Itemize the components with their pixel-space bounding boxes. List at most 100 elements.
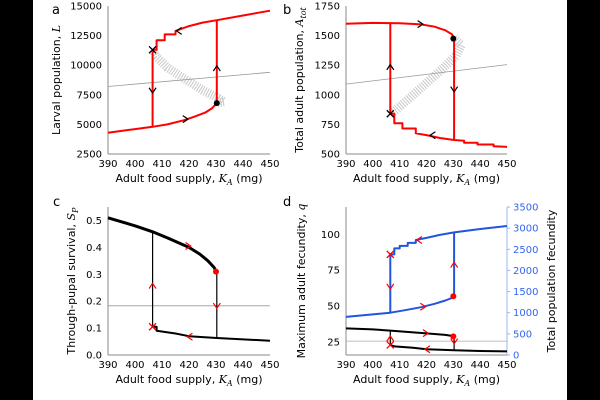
x-tick-label: 420	[417, 159, 436, 170]
x-axis-title-var: K	[455, 172, 465, 185]
y-tick-label: 50	[327, 302, 340, 313]
series-upper-branch	[345, 21, 455, 40]
y-tick-label: 1750	[315, 2, 340, 13]
cross-marker	[386, 250, 395, 259]
y2-axis-title: Total population fecundity	[545, 209, 558, 353]
x-axis-title-sub: A	[463, 178, 470, 187]
x-tick-label: 390	[98, 159, 117, 170]
series-upper-branch	[107, 216, 219, 274]
series-lower-branch	[152, 325, 271, 342]
direction-arrow-up	[386, 334, 395, 342]
x-axis-title: Adult food supply, KA (mg)	[116, 373, 263, 388]
direction-arrow-right	[182, 115, 190, 124]
x-axis-title-sub: A	[226, 379, 233, 388]
x-axis-title-text: Adult food supply,	[353, 172, 456, 185]
x-tick-label: 400	[125, 360, 144, 371]
x-axis-title-text: Adult food supply,	[116, 172, 219, 185]
direction-arrow-left	[175, 26, 183, 35]
y-tick-label: 1250	[315, 61, 340, 72]
y2-tick-label: 1500	[513, 287, 538, 298]
x-tick-label: 410	[152, 159, 171, 170]
y2-tick-label: 3500	[513, 203, 538, 214]
direction-arrow-down	[450, 86, 459, 93]
y-axis-title-var: A	[293, 18, 306, 27]
series-q-lower	[389, 343, 508, 353]
direction-arrow-left	[429, 131, 436, 140]
x-tick-label: 410	[390, 159, 409, 170]
x-axis-title-unit: (mg)	[233, 373, 263, 386]
x-tick-label: 420	[417, 360, 436, 371]
x-tick-label: 420	[179, 159, 198, 170]
x-tick-label: 390	[336, 360, 355, 371]
direction-arrow-right	[185, 242, 192, 251]
x-tick-label: 450	[260, 159, 279, 170]
panel-a: 390 400 410 420 430 440 450 2500 5000 7500 10000 12…	[50, 2, 280, 188]
y-tick-label: 0.0	[86, 351, 102, 362]
y-axis-title: Maximum adult fecundity, q	[295, 204, 308, 359]
series-reference	[107, 71, 271, 87]
series-upper-branch	[152, 9, 271, 51]
x-tick-label: 420	[179, 360, 198, 371]
direction-arrow-right	[422, 329, 430, 338]
y-axis-title-sub: tot	[299, 6, 308, 18]
y-axis-title-text: Total adult population,	[293, 26, 306, 153]
panel-letter-d: d	[283, 195, 291, 210]
x-axis-title: Adult food supply, KA (mg)	[116, 172, 263, 187]
y-tick-label: 750	[321, 120, 340, 131]
y2-tick-label: 2500	[513, 245, 538, 256]
series-unstable	[387, 35, 466, 118]
panel-c: 390 400 410 420 430 440 450 0.0 0.1 0.2 0.3 0.4 0.5 A…	[65, 207, 280, 388]
y2-tick-label: 2000	[513, 266, 538, 277]
y-axis-title-text: Through-pupal survival,	[65, 221, 78, 356]
x-tick-label: 430	[206, 159, 225, 170]
x-tick-label: 400	[363, 159, 382, 170]
direction-arrow-down	[450, 338, 459, 345]
direction-arrow-down	[148, 87, 157, 95]
x-axis-title: Adult food supply, KA (mg)	[353, 373, 500, 388]
x-tick-label: 390	[98, 360, 117, 371]
y-axis-title-text: Maximum adult fecundity,	[295, 211, 308, 359]
x-axis-title-var: K	[218, 373, 228, 386]
y-axis-title: Larval population, L	[50, 25, 63, 135]
series-q-upper	[345, 327, 455, 338]
direction-arrow-up	[386, 63, 395, 71]
y-axis-title: Total adult population, Atot	[293, 6, 308, 153]
y-tick-label: 10000	[70, 61, 102, 72]
x-axis-title-unit: (mg)	[470, 172, 500, 185]
x-axis-title: Adult food supply, KA (mg)	[353, 172, 500, 187]
direction-arrow-left	[186, 332, 193, 341]
x-tick-label: 450	[497, 159, 516, 170]
x-tick-label: 430	[206, 360, 225, 371]
cross-marker	[148, 322, 157, 331]
y2-tick-label: 1000	[513, 308, 538, 319]
y-tick-label: 25	[327, 338, 340, 349]
bifurcation-point-marker	[450, 35, 457, 42]
panel-d: 390 400 410 420 430 440 4502550751000500100015…	[295, 203, 558, 389]
panel-b: 390 400 410 420 430 440 450 500 750 1000 1250 1500 1…	[293, 2, 517, 188]
y-tick-label: 1000	[315, 90, 340, 101]
bifurcation-point-marker	[450, 293, 457, 300]
x-tick-label: 400	[125, 159, 144, 170]
series-lower-branch	[107, 102, 218, 134]
x-tick-label: 390	[336, 159, 355, 170]
y-tick-label: 5000	[77, 120, 102, 131]
x-axis-title-text: Adult food supply,	[116, 373, 219, 386]
cross-marker	[386, 109, 395, 118]
direction-arrow-down	[212, 302, 221, 310]
y-tick-label: 0.1	[86, 324, 102, 335]
x-axis-title-sub: A	[463, 379, 470, 388]
y-tick-label: 100	[321, 230, 340, 241]
y-tick-label: 12500	[70, 31, 102, 42]
cross-marker	[386, 340, 395, 349]
x-axis-title-text: Adult food supply,	[353, 373, 456, 386]
y-axis-title-sub: P	[71, 207, 80, 214]
x-tick-label: 440	[233, 360, 252, 371]
figure-background	[33, 0, 567, 400]
y-tick-label: 0.5	[86, 216, 102, 227]
y-axis-title: Through-pupal survival, SP	[65, 207, 80, 355]
series-reference	[345, 64, 508, 85]
y2-tick-label: 500	[513, 329, 532, 340]
panel-letter-c: c	[53, 195, 60, 210]
series-fecundity-upper	[390, 225, 508, 256]
